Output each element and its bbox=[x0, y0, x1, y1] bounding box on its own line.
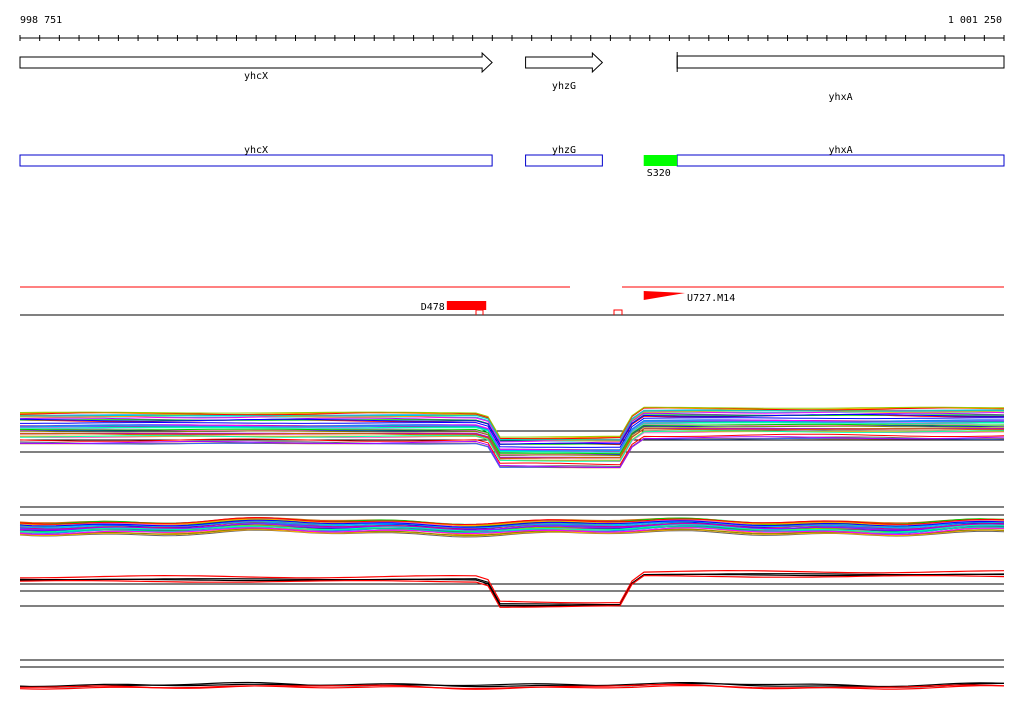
expression-trace bbox=[19, 433, 1005, 466]
gene-block-rect[interactable] bbox=[676, 154, 1005, 167]
expression-profile-panel-4 bbox=[19, 659, 1005, 690]
coordinate-ruler: 998 751 1 001 250 bbox=[19, 15, 1005, 41]
ruler-end-label: 1 001 250 bbox=[948, 15, 1002, 26]
expression-trace bbox=[19, 681, 1005, 688]
expression-trace bbox=[19, 519, 1005, 528]
expression-trace bbox=[19, 681, 1005, 688]
feature-notch-right bbox=[613, 309, 623, 315]
expression-trace bbox=[19, 414, 1004, 445]
expression-trace bbox=[19, 407, 1005, 440]
expression-trace bbox=[20, 428, 1005, 460]
gene-arrow-shape[interactable] bbox=[676, 55, 1005, 69]
expression-trace bbox=[19, 529, 1005, 537]
expression-trace bbox=[20, 417, 1005, 448]
gene-arrow-label: yhzG bbox=[552, 81, 576, 92]
expression-trace bbox=[19, 573, 1005, 607]
gene-arrow-shape[interactable] bbox=[19, 51, 493, 74]
gene-arrow-track: yhcX yhzG yhxA bbox=[19, 51, 1005, 103]
gene-block-label: yhcX bbox=[244, 145, 268, 156]
gene-arrow-shape[interactable] bbox=[525, 51, 604, 74]
feature-u727-label: U727.M14 bbox=[687, 293, 735, 304]
gene-block-rect[interactable] bbox=[19, 154, 493, 167]
expression-trace bbox=[19, 523, 1005, 531]
expression-trace bbox=[19, 524, 1005, 533]
gene-arrow-yhcX[interactable]: yhcX bbox=[19, 51, 493, 82]
gene-block-label: yhzG bbox=[552, 145, 576, 156]
ruler-start-label: 998 751 bbox=[20, 15, 62, 26]
expression-trace bbox=[20, 569, 1005, 604]
expression-trace bbox=[19, 520, 1005, 529]
gene-arrow-yhxA[interactable]: yhxA bbox=[676, 52, 1005, 103]
expression-profile-panel-3 bbox=[19, 569, 1005, 608]
expression-trace bbox=[19, 419, 1005, 452]
expression-trace bbox=[19, 518, 1005, 526]
expression-trace bbox=[19, 423, 1005, 455]
expression-profile-panel-2 bbox=[19, 506, 1005, 538]
expression-trace bbox=[19, 406, 1005, 438]
expression-trace bbox=[19, 574, 1005, 608]
gene-block-track: yhcX yhzG yhxA bbox=[19, 145, 1005, 167]
gene-block-yhxA[interactable]: yhxA bbox=[676, 145, 1005, 167]
feature-d478-label: D478 bbox=[421, 302, 445, 313]
feature-d478-bar[interactable] bbox=[446, 301, 487, 310]
expression-trace bbox=[20, 683, 1005, 690]
expression-trace bbox=[19, 528, 1005, 536]
expression-trace bbox=[19, 527, 1005, 536]
feature-u727-ramp[interactable] bbox=[643, 291, 686, 300]
gene-block-label: yhxA bbox=[829, 145, 853, 156]
expression-trace bbox=[20, 410, 1004, 441]
highlight-region[interactable]: S320 bbox=[643, 155, 678, 179]
highlight-box[interactable] bbox=[643, 155, 678, 166]
gene-block-yhcX[interactable]: yhcX bbox=[19, 145, 493, 167]
expression-profile-panel-1 bbox=[19, 406, 1005, 469]
expression-trace bbox=[19, 425, 1004, 457]
gene-arrow-label: yhcX bbox=[244, 71, 268, 82]
expression-trace bbox=[19, 424, 1005, 456]
feature-notch-left bbox=[475, 309, 484, 315]
feature-track: D478 U727.M14 bbox=[20, 286, 1004, 316]
expression-trace bbox=[19, 436, 1005, 468]
expression-trace bbox=[19, 573, 1005, 606]
gene-arrow-yhzG[interactable]: yhzG bbox=[525, 51, 604, 92]
expression-trace bbox=[19, 430, 1005, 462]
ruler-ticks bbox=[19, 35, 1005, 41]
gene-block-rect[interactable] bbox=[525, 154, 603, 167]
expression-trace bbox=[19, 517, 1005, 526]
highlight-label: S320 bbox=[647, 168, 671, 179]
gene-block-yhzG[interactable]: yhzG bbox=[525, 145, 603, 167]
gene-arrow-label: yhxA bbox=[829, 92, 853, 103]
expression-trace bbox=[19, 420, 1004, 452]
